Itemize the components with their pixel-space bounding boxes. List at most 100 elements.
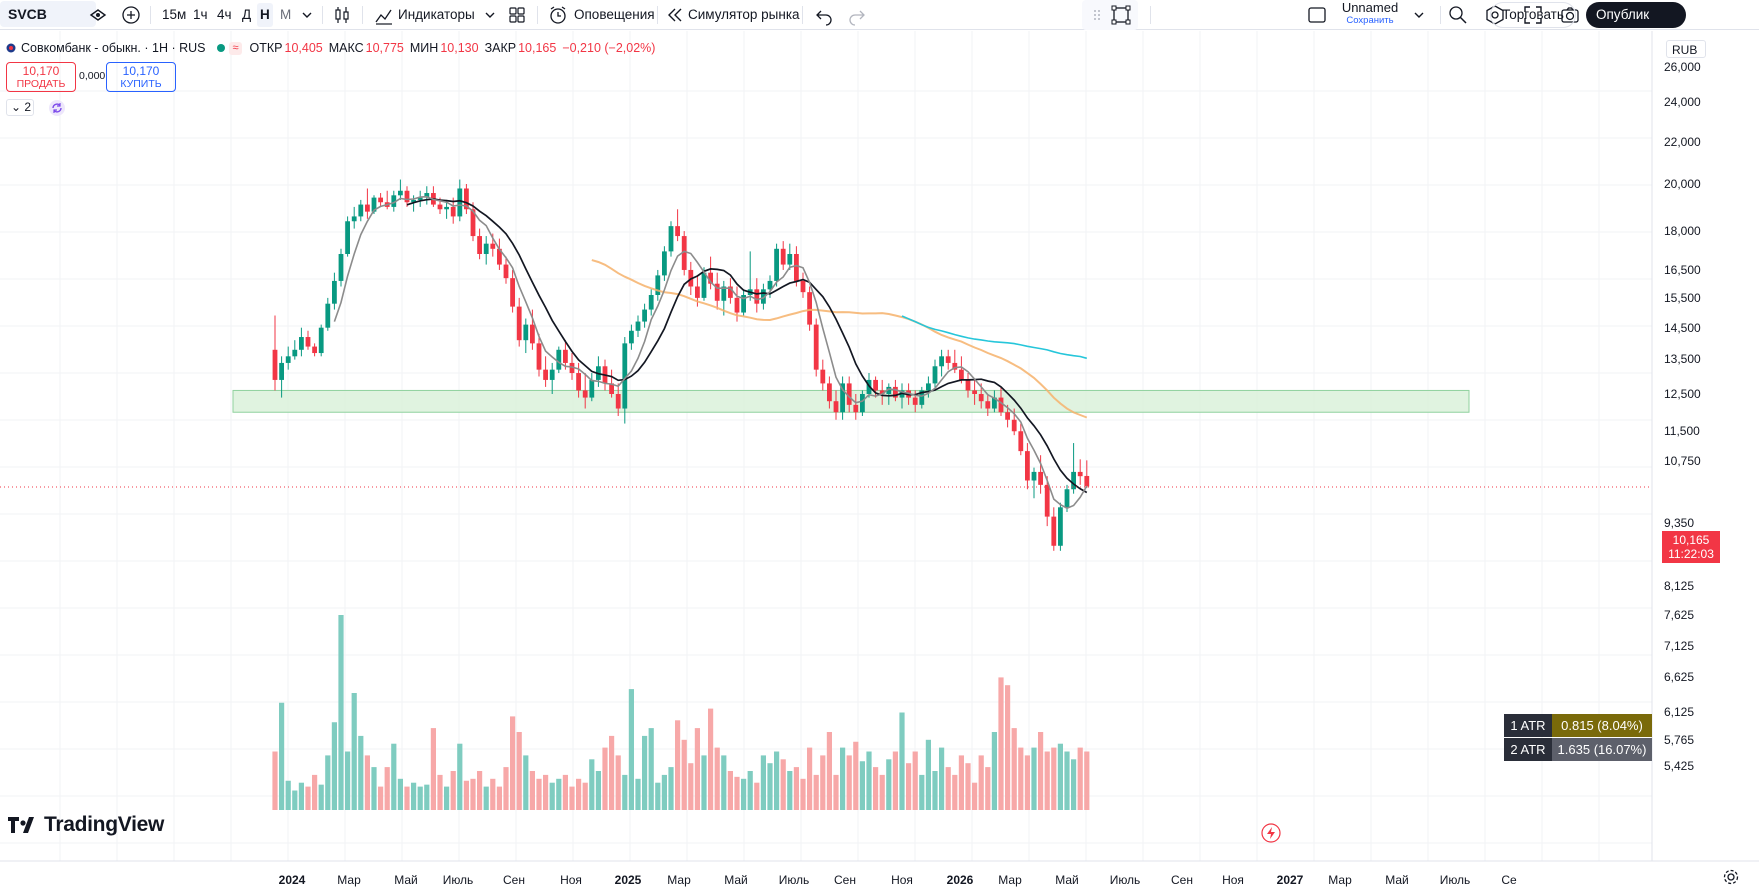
publish-button[interactable]: Опублик: [1586, 2, 1686, 28]
candle-body: [833, 401, 839, 413]
redo-icon[interactable]: [846, 4, 868, 26]
candle-body: [754, 289, 760, 304]
interval-day[interactable]: Д: [242, 7, 252, 22]
volume-bar: [543, 774, 549, 810]
candle-body: [556, 349, 562, 370]
candle-body: [1077, 471, 1083, 477]
candle-body: [523, 324, 529, 341]
interval-4h[interactable]: 4ч: [217, 7, 232, 22]
chevron-down-icon[interactable]: [479, 4, 501, 26]
volume-bar: [582, 782, 588, 810]
gear-icon[interactable]: [1722, 868, 1740, 886]
volume-bar: [932, 771, 938, 810]
lightning-icon[interactable]: [1261, 823, 1281, 843]
candle-body: [840, 383, 845, 413]
brand-name: TradingView: [44, 813, 165, 836]
candle-body: [332, 280, 337, 304]
price-chart[interactable]: [0, 31, 1759, 892]
currency-selector[interactable]: RUB: [1666, 40, 1706, 58]
high-value: 10,775: [365, 41, 404, 55]
chevron-down-icon[interactable]: [1408, 4, 1430, 26]
sync-icon[interactable]: [48, 99, 66, 117]
quick-search-icon[interactable]: [1447, 4, 1469, 26]
volume-bar: [338, 615, 344, 810]
candle-body: [629, 330, 634, 344]
layout-name[interactable]: Unnamed Сохранить: [1340, 0, 1400, 27]
time-tick-label: 2024: [278, 873, 306, 887]
indicators-button[interactable]: Индикаторы: [398, 7, 475, 22]
tradingview-logo[interactable]: TradingView: [8, 812, 164, 838]
volume-bar: [774, 751, 780, 810]
divider: [657, 6, 658, 24]
candle-body: [879, 390, 885, 394]
symbol-search[interactable]: SVCB: [0, 1, 96, 27]
alarm-clock-icon[interactable]: [547, 4, 569, 26]
drag-handle-icon[interactable]: [1086, 4, 1100, 26]
candles-icon[interactable]: [331, 4, 353, 26]
time-tick-label: Се: [1501, 873, 1517, 887]
candle-body: [708, 272, 713, 284]
volume-bar: [886, 759, 892, 810]
volume-bar: [708, 708, 714, 810]
interval-week[interactable]: Н: [257, 3, 273, 27]
volume-bar: [364, 755, 370, 810]
market-status-icon[interactable]: [217, 44, 226, 52]
volume-bar: [516, 732, 522, 810]
volume-bar: [840, 747, 846, 810]
candle-body: [516, 306, 522, 341]
volume-bar: [628, 689, 634, 810]
time-tick-label: Сен: [1171, 873, 1193, 887]
candle-body: [398, 190, 403, 196]
volume-bar: [635, 778, 641, 810]
volume-bar: [483, 786, 489, 810]
price-tick-label: 8,125: [1664, 579, 1695, 593]
indicator-wave-icon[interactable]: ≈: [229, 41, 242, 55]
interval-15m[interactable]: 15м: [162, 7, 187, 22]
candle-body: [1064, 489, 1070, 508]
volume-bar: [576, 778, 582, 810]
candle-body: [642, 309, 647, 322]
ma-long-line: [901, 315, 1088, 360]
chevron-down-icon[interactable]: [296, 4, 318, 26]
alerts-button[interactable]: Оповещения: [574, 7, 655, 22]
undo-icon[interactable]: [813, 4, 835, 26]
volume-bar: [318, 784, 324, 810]
volume-bar: [595, 771, 601, 810]
symbol-title[interactable]: Совкомбанк - обыкн. · 1H · RUS: [21, 41, 206, 55]
candle-body: [695, 286, 700, 298]
price-tick-label: 18,000: [1664, 224, 1701, 238]
interval-month[interactable]: М: [280, 7, 292, 22]
candle-body: [285, 356, 291, 363]
candle-body: [952, 362, 958, 370]
time-tick-label: Июль: [1439, 873, 1471, 887]
open-label: ОТКР: [249, 41, 283, 55]
layout-title: Unnamed: [1341, 0, 1399, 15]
replay-rewind-icon[interactable]: [664, 4, 686, 26]
buy-button[interactable]: 10,170 КУПИТЬ: [106, 62, 176, 92]
time-tick-label: Июль: [1109, 873, 1141, 887]
add-symbol-icon[interactable]: [120, 4, 142, 26]
indicators-toggle[interactable]: ⌄ 2: [6, 99, 34, 116]
fullscreen-icon[interactable]: [1522, 4, 1544, 26]
layout-save-link[interactable]: Сохранить: [1346, 15, 1394, 26]
compare-symbol-icon[interactable]: [87, 4, 109, 26]
volume-bar: [642, 735, 648, 810]
volume-bar: [569, 786, 575, 810]
market-replay-button[interactable]: Симулятор рынка: [688, 7, 800, 22]
interval-1h[interactable]: 1ч: [193, 7, 208, 22]
trade-button[interactable]: Торговать: [1490, 2, 1576, 28]
volume-bar: [800, 778, 806, 810]
volume-bar: [457, 743, 463, 810]
candle-body: [965, 379, 971, 391]
select-area-icon[interactable]: [1110, 4, 1132, 26]
indicators-icon[interactable]: [373, 4, 395, 26]
layout-icon[interactable]: [1306, 4, 1328, 26]
candle-body: [470, 209, 476, 237]
grid: [0, 31, 1652, 861]
layouts-grid-icon[interactable]: [506, 4, 528, 26]
time-tick-label: Май: [724, 873, 748, 887]
volume-bar: [688, 763, 694, 810]
candle-body: [787, 253, 793, 265]
sell-button[interactable]: 10,170 ПРОДАТЬ: [6, 62, 76, 92]
